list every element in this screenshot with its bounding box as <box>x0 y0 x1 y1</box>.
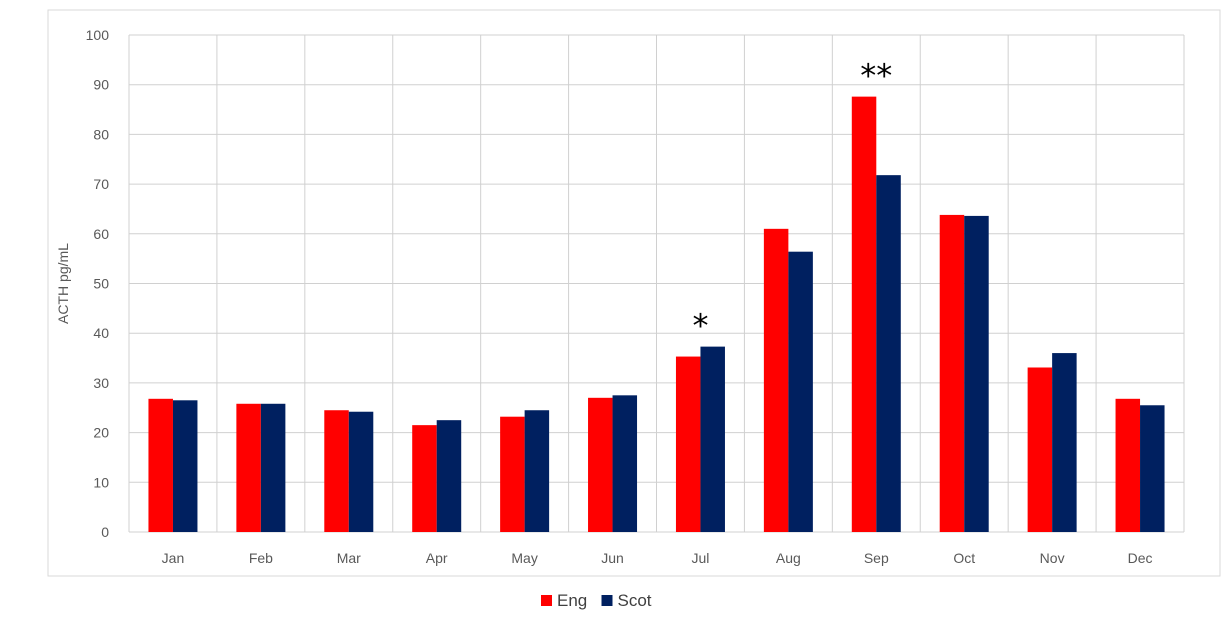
legend-swatch <box>601 595 613 606</box>
bar-eng-jan <box>148 398 173 532</box>
bar-eng-oct <box>939 214 965 532</box>
y-axis-ticks: 0 10 20 30 40 50 60 70 80 90 100 <box>86 27 110 540</box>
x-tick-label: Sep <box>864 550 889 566</box>
significance-annotations: *** <box>692 57 892 345</box>
x-tick-label: Feb <box>249 550 273 566</box>
y-tick-label: 20 <box>93 425 109 441</box>
bar-scot-jun <box>612 395 638 532</box>
bar-scot-may <box>524 410 550 532</box>
bar-scot-aug <box>788 251 813 532</box>
bar-scot-jan <box>172 400 198 532</box>
y-tick-label: 70 <box>93 176 109 192</box>
x-tick-label: Jul <box>692 550 710 566</box>
bar-scot-nov <box>1052 353 1077 532</box>
bar-scot-oct <box>964 215 989 532</box>
y-tick-label: 40 <box>93 325 109 341</box>
bar-eng-aug <box>763 228 789 532</box>
bar-eng-jul <box>675 356 701 532</box>
y-tick-label: 10 <box>93 474 109 490</box>
significance-marker: * <box>692 307 708 345</box>
gridlines <box>128 34 1185 533</box>
y-tick-label: 100 <box>86 27 110 43</box>
legend-label: Eng <box>557 591 587 610</box>
bar-eng-nov <box>1027 367 1053 532</box>
y-tick-label: 90 <box>93 77 109 93</box>
x-tick-label: Apr <box>426 550 448 566</box>
bar-scot-apr <box>436 420 462 532</box>
bar-eng-dec <box>1115 398 1141 532</box>
bar-eng-feb <box>236 403 261 532</box>
x-tick-label: Nov <box>1040 550 1065 566</box>
significance-marker: ** <box>860 57 892 95</box>
bar-eng-jun <box>588 397 613 532</box>
x-tick-label: Jan <box>162 550 185 566</box>
legend-label: Scot <box>618 591 652 610</box>
bar-eng-mar <box>324 410 349 532</box>
chart-frame <box>47 9 1221 577</box>
x-tick-label: Dec <box>1128 550 1153 566</box>
x-tick-label: Jun <box>601 550 624 566</box>
bar-scot-sep <box>876 175 901 533</box>
bars <box>148 96 1165 533</box>
x-tick-label: Oct <box>953 550 975 566</box>
y-tick-label: 0 <box>101 524 109 540</box>
x-tick-label: Mar <box>337 550 361 566</box>
legend-swatch <box>541 595 552 606</box>
bar-scot-feb <box>260 403 286 532</box>
x-tick-label: Aug <box>776 550 801 566</box>
bar-scot-dec <box>1140 405 1165 532</box>
y-tick-label: 60 <box>93 226 109 242</box>
y-axis-title: ACTH pg/mL <box>55 243 71 324</box>
x-tick-label: May <box>511 550 537 566</box>
y-tick-label: 80 <box>93 126 109 142</box>
bar-scot-jul <box>700 346 725 532</box>
bar-eng-sep <box>851 96 877 533</box>
y-tick-label: 30 <box>93 375 109 391</box>
bar-eng-apr <box>412 425 437 532</box>
y-tick-label: 50 <box>93 276 109 292</box>
x-axis-ticks: Jan Feb Mar Apr May Jun Jul Aug Sep Oct Nov Dec <box>162 550 1153 566</box>
bar-eng-may <box>500 416 525 532</box>
chart-border <box>47 9 1221 577</box>
legend: Eng Scot <box>541 591 652 610</box>
bar-scot-mar <box>348 411 374 532</box>
